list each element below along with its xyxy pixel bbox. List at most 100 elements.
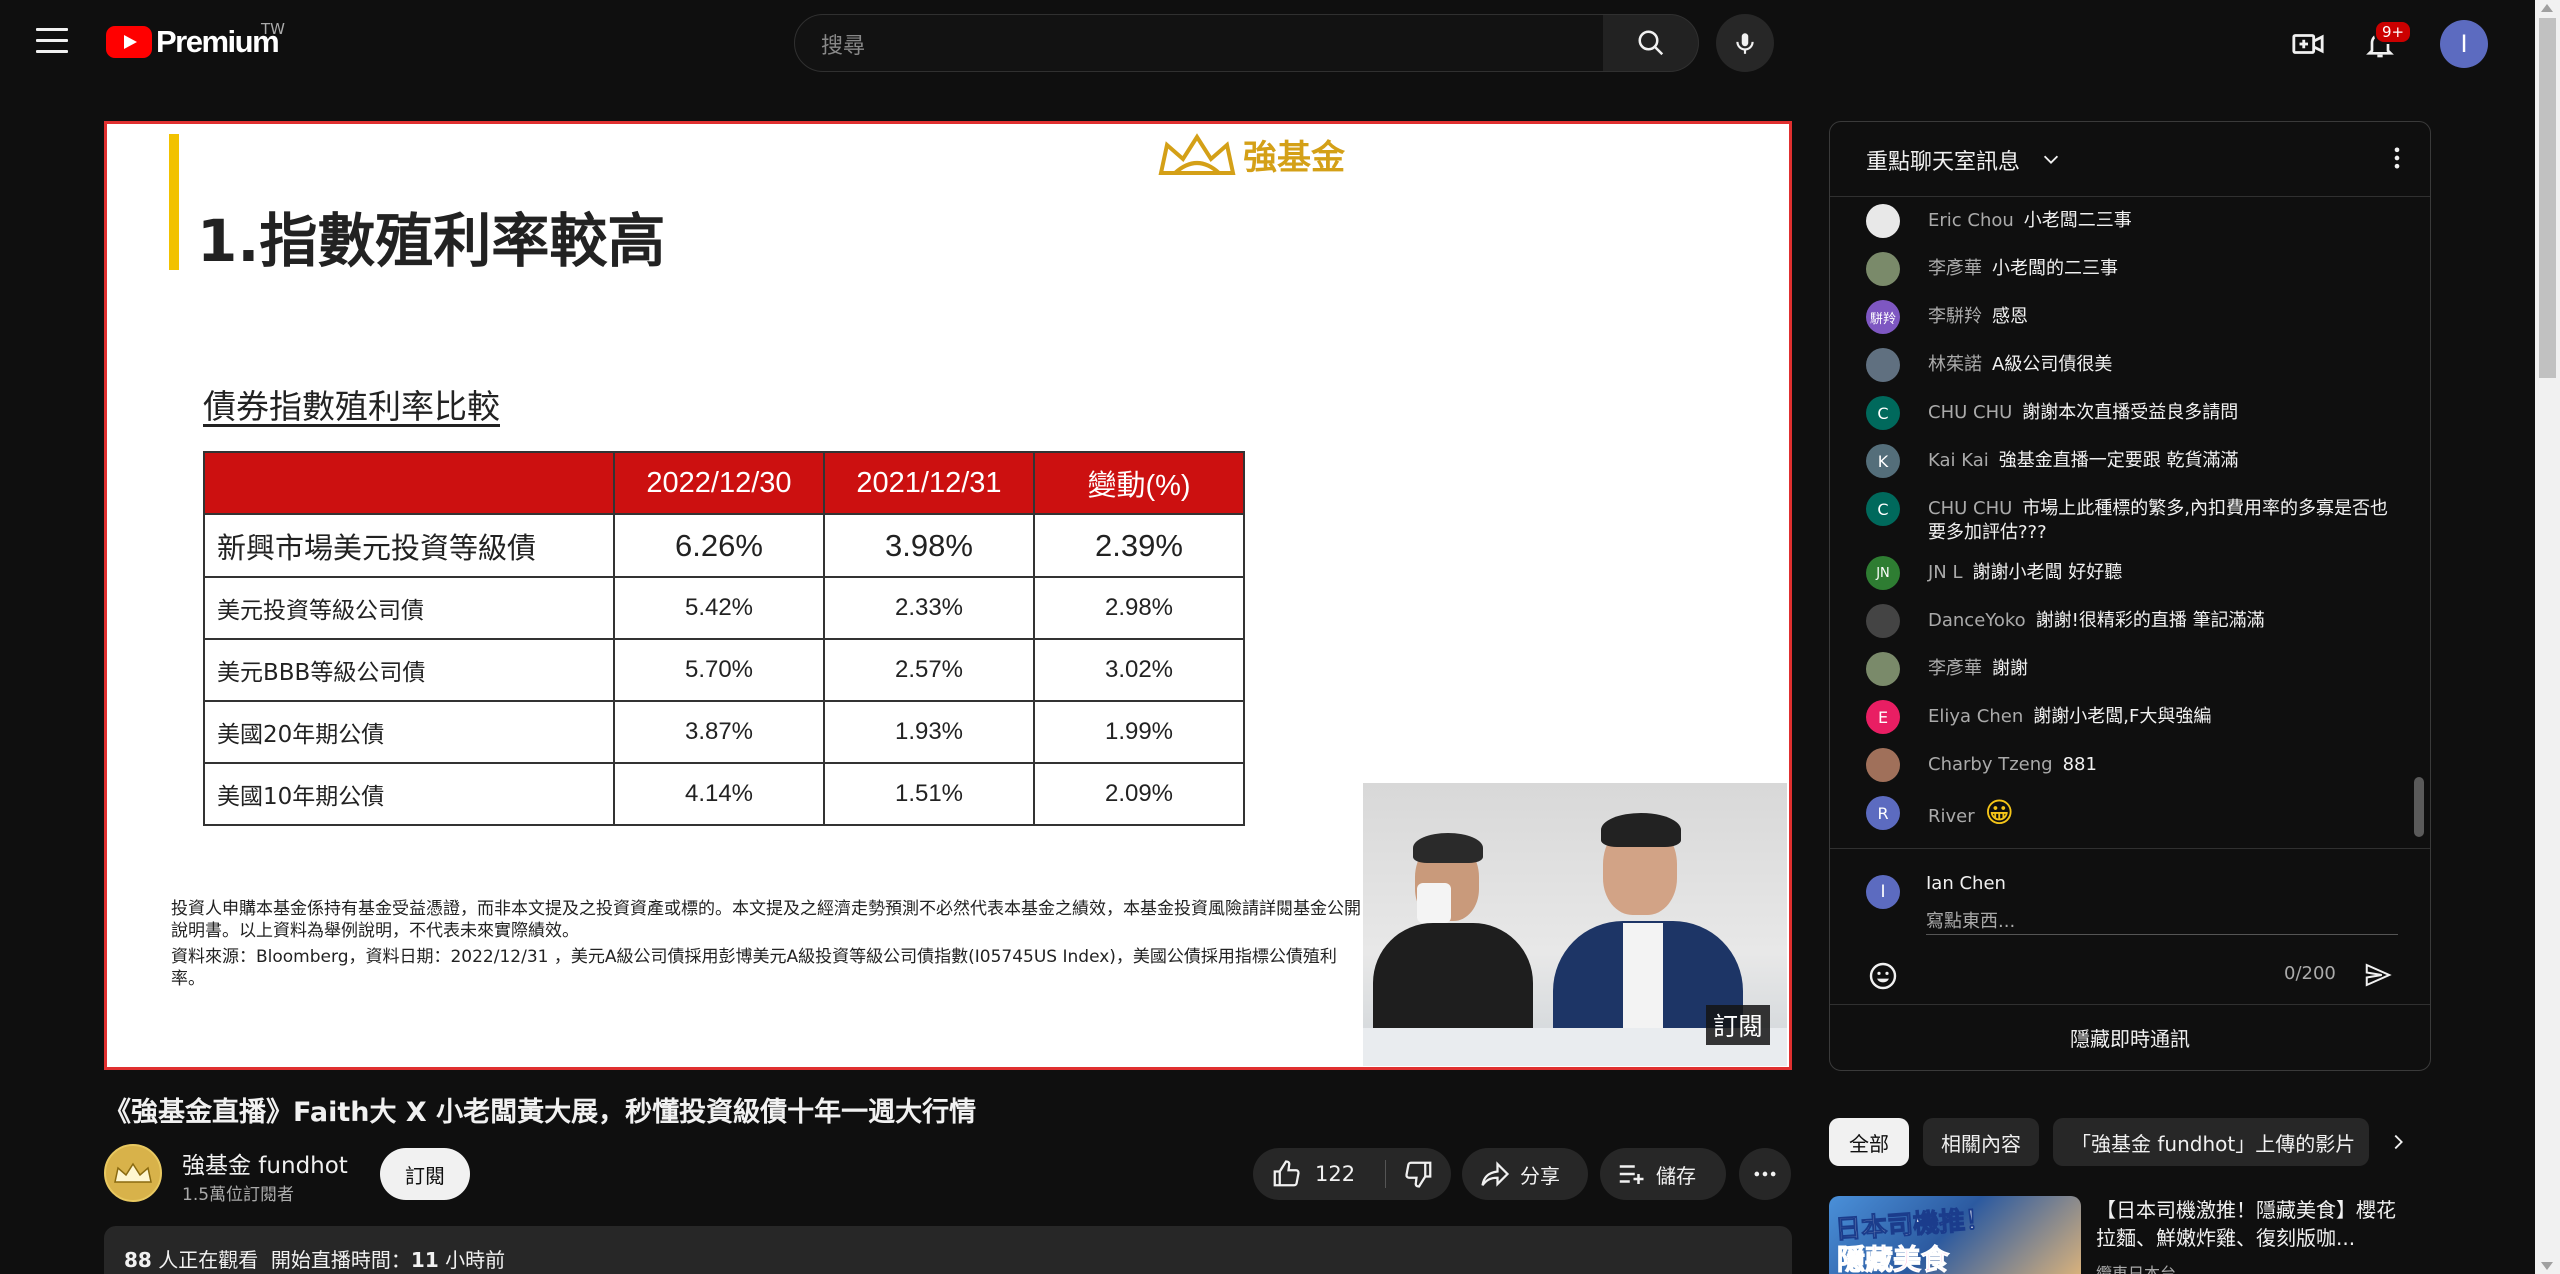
emoji-button[interactable] — [1866, 959, 1900, 993]
chat-message[interactable]: Eric Chou 小老闆二三事 — [1866, 204, 2396, 238]
dislike-button[interactable] — [1386, 1148, 1451, 1200]
send-button[interactable] — [2360, 957, 2396, 993]
chat-author-avatar[interactable] — [1866, 748, 1900, 782]
chat-message-text: 881 — [2062, 754, 2097, 775]
chevron-right-icon — [2394, 1134, 2403, 1150]
chips-next-button[interactable] — [2380, 1124, 2416, 1160]
scroll-down-arrow-icon[interactable] — [2541, 1262, 2553, 1270]
chat-author-avatar[interactable] — [1866, 252, 1900, 286]
page-scrollbar-thumb[interactable] — [2539, 18, 2556, 378]
chat-author-name[interactable]: CHU CHU — [1928, 402, 2013, 423]
search-placeholder: 搜尋 — [821, 34, 866, 59]
chat-author-name[interactable]: Eliya Chen — [1928, 706, 2024, 727]
chat-message[interactable]: JN JN L 謝謝小老闆 好好聽 — [1866, 556, 2396, 590]
chat-author-avatar[interactable]: E — [1866, 700, 1900, 734]
related-video-thumbnail[interactable]: 日本司機推！ 隱藏美食 — [1829, 1196, 2081, 1274]
chat-author-name[interactable]: 李彥華 — [1928, 658, 1982, 679]
table-cell: 美國10年期公債 — [203, 762, 615, 826]
share-button[interactable]: 分享 — [1462, 1148, 1588, 1200]
hide-chat-button[interactable]: 隱藏即時通訊 — [1830, 1004, 2430, 1070]
chat-message[interactable]: E Eliya Chen 謝謝小老闆,F大與強編 — [1866, 700, 2396, 734]
scroll-up-arrow-icon[interactable] — [2541, 4, 2553, 12]
chat-author-name[interactable]: Eric Chou — [1928, 210, 2014, 231]
chat-message-text: 謝謝!很精彩的直播 筆記滿滿 — [2035, 610, 2265, 631]
description-box[interactable]: 88 人正在觀看 開始直播時間：11 小時前 — [104, 1226, 1792, 1274]
youtube-logo[interactable]: Premium TW — [106, 20, 285, 60]
account-avatar[interactable]: I — [2440, 20, 2488, 68]
like-button[interactable]: 122 — [1253, 1148, 1385, 1200]
thumbnail-caption-2: 隱藏美食 — [1836, 1243, 1950, 1274]
microphone-icon — [1736, 33, 1754, 54]
chat-message-input[interactable]: 寫點東西... — [1926, 903, 2398, 935]
channel-avatar[interactable] — [104, 1144, 162, 1202]
subscribe-watermark-button[interactable]: 訂閱 — [1706, 1005, 1770, 1045]
save-button[interactable]: 儲存 — [1600, 1148, 1726, 1200]
chat-message-list[interactable]: Eric Chou 小老闆二三事 李彥華 小老闆的二三事 駢羚 李駢羚 感恩 林茱諾 A級公司債… — [1830, 198, 2418, 848]
table-row: 美元投資等級公司債 5.42% 2.33% 2.98% — [203, 576, 1245, 640]
related-video-channel[interactable]: 纜車日本台 — [2096, 1264, 2177, 1274]
chat-message[interactable]: 李彥華 謝謝 — [1866, 652, 2396, 686]
chat-message[interactable]: R River 😀 — [1866, 796, 2396, 830]
chat-author-avatar[interactable] — [1866, 348, 1900, 382]
chat-message[interactable]: 林茱諾 A級公司債很美 — [1866, 348, 2396, 382]
started-unit: 小時前 — [445, 1248, 506, 1272]
cup — [1417, 883, 1451, 923]
search-button[interactable] — [1603, 14, 1699, 72]
chat-message[interactable]: K Kai Kai 強基金直播一定要跟 乾貨滿滿 — [1866, 444, 2396, 478]
chat-scrollbar-thumb[interactable] — [2414, 777, 2424, 837]
chat-author-avatar[interactable]: C — [1866, 492, 1900, 526]
related-video-title[interactable]: 【日本司機激推！隱藏美食】櫻花拉麵、鮮嫩炸雞、復刻版咖... — [2096, 1198, 2396, 1250]
chat-author-name[interactable]: CHU CHU — [1928, 498, 2013, 519]
chat-author-avatar[interactable] — [1866, 652, 1900, 686]
brand-text: Premium — [156, 24, 280, 59]
chevron-down-icon[interactable] — [2040, 148, 2062, 170]
chat-author-avatar[interactable] — [1866, 204, 1900, 238]
youtube-play-icon — [106, 26, 152, 58]
table-cell: 2.39% — [1033, 513, 1245, 578]
chat-message[interactable]: DanceYoko 謝謝!很精彩的直播 筆記滿滿 — [1866, 604, 2396, 638]
chat-author-avatar[interactable] — [1866, 604, 1900, 638]
chat-author-name[interactable]: Charby Tzeng — [1928, 754, 2053, 775]
create-button[interactable] — [2286, 22, 2330, 66]
chat-author-avatar[interactable]: R — [1866, 796, 1900, 830]
channel-name[interactable]: 強基金 fundhot — [182, 1153, 348, 1179]
table-header-cell: 變動(%) — [1033, 451, 1245, 515]
more-vertical-icon[interactable] — [2383, 144, 2411, 172]
slide-title: 1.指數殖利率較高 — [197, 207, 666, 275]
chat-message[interactable]: C CHU CHU 市場上此種標的繁多,內扣費用率的多寡是否也要多加評估??? — [1866, 492, 2396, 545]
top-bar: Premium TW 搜尋 9+ I — [0, 0, 2535, 86]
video-player[interactable]: 強基金 1.指數殖利率較高 債券指數殖利率比較 2022/12/30 2021/… — [104, 121, 1792, 1070]
chat-message-body: DanceYoko 謝謝!很精彩的直播 筆記滿滿 — [1928, 609, 2265, 633]
chat-author-name[interactable]: 林茱諾 — [1928, 354, 1982, 375]
chat-author-name[interactable]: 李駢羚 — [1928, 306, 1982, 327]
more-actions-button[interactable] — [1739, 1148, 1791, 1200]
chat-author-name[interactable]: 李彥華 — [1928, 258, 1982, 279]
subscribe-button[interactable]: 訂閱 — [380, 1148, 470, 1200]
chat-author-avatar[interactable]: 駢羚 — [1866, 300, 1900, 334]
crown-logo-icon — [114, 1162, 152, 1183]
chat-author-avatar[interactable]: C — [1866, 396, 1900, 430]
chip-channel-uploads[interactable]: 「強基金 fundhot」上傳的影片 — [2053, 1118, 2369, 1166]
table-cell: 2.57% — [823, 638, 1035, 702]
chat-author-name[interactable]: Kai Kai — [1928, 450, 1989, 471]
chat-mode-selector[interactable]: 重點聊天室訊息 — [1866, 150, 2021, 175]
chat-message[interactable]: 李彥華 小老闆的二三事 — [1866, 252, 2396, 286]
table-cell: 新興市場美元投資等級債 — [203, 513, 615, 578]
chat-author-avatar[interactable]: JN — [1866, 556, 1900, 590]
chat-message[interactable]: Charby Tzeng 881 — [1866, 748, 2396, 782]
chat-message-body: 李彥華 小老闆的二三事 — [1928, 257, 2118, 281]
chat-author-name[interactable]: DanceYoko — [1928, 610, 2026, 631]
chip-related[interactable]: 相關內容 — [1923, 1118, 2039, 1166]
chat-message-body: 林茱諾 A級公司債很美 — [1928, 353, 2112, 377]
chat-message[interactable]: 駢羚 李駢羚 感恩 — [1866, 300, 2396, 334]
voice-search-button[interactable] — [1716, 14, 1774, 72]
chat-message[interactable]: C CHU CHU 謝謝本次直播受益良多請問 — [1866, 396, 2396, 430]
table-row: 美國10年期公債 4.14% 1.51% 2.09% — [203, 762, 1245, 826]
chat-author-name[interactable]: River — [1928, 806, 1975, 827]
search-input[interactable]: 搜尋 — [794, 14, 1604, 72]
chip-all[interactable]: 全部 — [1829, 1118, 1909, 1166]
menu-icon[interactable] — [36, 28, 68, 54]
chat-author-name[interactable]: JN L — [1928, 562, 1963, 583]
chat-author-avatar[interactable]: K — [1866, 444, 1900, 478]
table-cell: 4.14% — [613, 762, 825, 826]
